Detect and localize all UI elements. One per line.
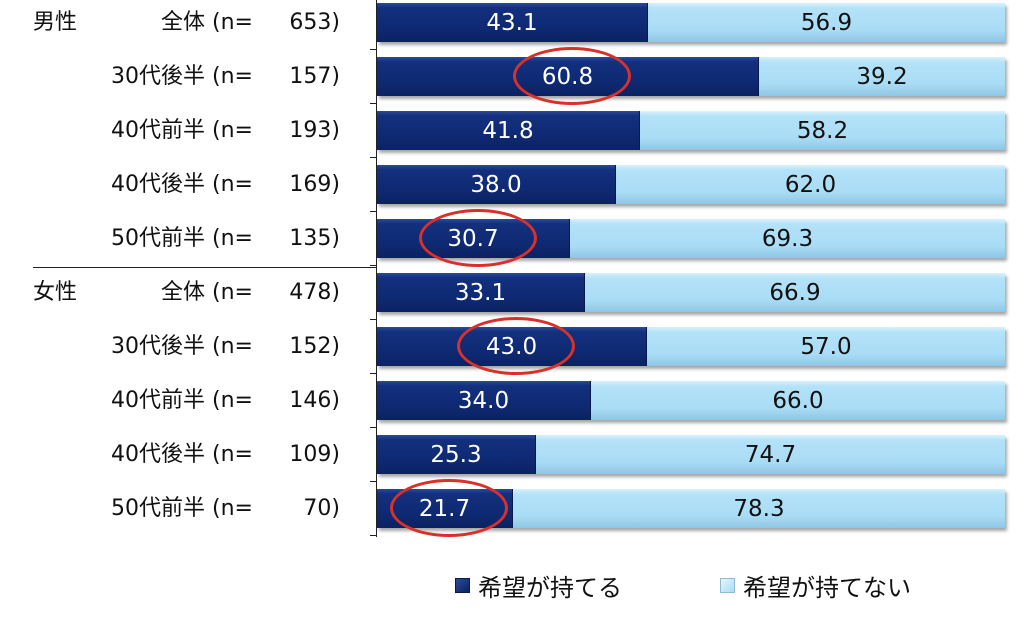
bar-segment-not-hopeful: 74.7 [536, 435, 1005, 474]
stacked-bar: 38.0 62.0 [377, 165, 1005, 204]
legend-swatch-light [720, 577, 735, 593]
legend-label: 希望が持てない [743, 573, 911, 602]
bar-segment-hopeful: 43.1 [377, 3, 648, 42]
legend-item-not-hopeful: 希望が持てない [720, 568, 911, 602]
bar-segment-not-hopeful: 78.3 [513, 489, 1005, 528]
row-n-prefix: (n= [212, 118, 253, 143]
axis-tick [370, 535, 377, 536]
legend-item-hopeful: 希望が持てる [455, 568, 622, 602]
row-sample-size: 478) [289, 280, 340, 305]
row-category-label: 30代後半 [111, 64, 205, 89]
row-category-label: 40代前半 [111, 388, 205, 413]
row-n-prefix: (n= [212, 226, 253, 251]
row-n-prefix: (n= [212, 442, 253, 467]
axis-tick [370, 481, 377, 482]
bar-segment-not-hopeful: 62.0 [616, 165, 1005, 204]
stacked-bar: 25.3 74.7 [377, 435, 1005, 474]
stacked-bar: 34.0 66.0 [377, 381, 1005, 420]
bar-segment-hopeful: 33.1 [377, 273, 585, 312]
stacked-bar: 43.1 56.9 [377, 3, 1005, 42]
axis-tick [370, 211, 377, 212]
axis-tick [370, 103, 377, 104]
legend-swatch-dark [455, 577, 470, 593]
legend-label: 希望が持てる [478, 573, 622, 602]
row-n-prefix: (n= [212, 280, 253, 305]
row-sample-size: 152) [289, 334, 340, 359]
axis-tick [370, 157, 377, 158]
bar-segment-not-hopeful: 39.2 [759, 57, 1005, 96]
stacked-bar: 60.8 39.2 [377, 57, 1005, 96]
row-category-label: 全体 [160, 10, 205, 35]
bar-segment-not-hopeful: 66.0 [591, 381, 1005, 420]
row-sample-size: 70) [303, 496, 340, 521]
row-group-label: 男性 [33, 10, 78, 35]
axis-tick [370, 265, 377, 266]
highlight-ellipse [513, 47, 631, 105]
axis-tick [370, 373, 377, 374]
row-sample-size: 146) [289, 388, 340, 413]
row-sample-size: 157) [289, 64, 340, 89]
bar-segment-not-hopeful: 58.2 [640, 111, 1005, 150]
row-category-label: 40代後半 [111, 172, 205, 197]
row-n-prefix: (n= [212, 334, 253, 359]
row-n-prefix: (n= [212, 64, 253, 89]
bar-segment-not-hopeful: 56.9 [648, 3, 1005, 42]
axis-tick [370, 427, 377, 428]
stacked-bar: 30.7 69.3 [377, 219, 1005, 258]
bar-segment-hopeful: 41.8 [377, 111, 640, 150]
row-sample-size: 193) [289, 118, 340, 143]
row-sample-size: 653) [289, 10, 340, 35]
bar-segment-not-hopeful: 66.9 [585, 273, 1005, 312]
stacked-bar: 33.1 66.9 [377, 273, 1005, 312]
axis-tick [370, 49, 377, 50]
row-category-label: 全体 [160, 280, 205, 305]
highlight-ellipse [390, 479, 508, 537]
row-n-prefix: (n= [212, 10, 253, 35]
bar-segment-hopeful: 25.3 [377, 435, 536, 474]
row-category-label: 40代前半 [111, 118, 205, 143]
axis-tick [370, 319, 377, 320]
row-category-label: 50代前半 [111, 496, 205, 521]
row-sample-size: 109) [289, 442, 340, 467]
row-n-prefix: (n= [212, 388, 253, 413]
bar-segment-not-hopeful: 57.0 [647, 327, 1005, 366]
bar-segment-not-hopeful: 69.3 [570, 219, 1005, 258]
bar-segment-hopeful: 38.0 [377, 165, 616, 204]
highlight-ellipse [457, 317, 575, 375]
stacked-bar: 41.8 58.2 [377, 111, 1005, 150]
bar-segment-hopeful: 34.0 [377, 381, 591, 420]
row-category-label: 30代後半 [111, 334, 205, 359]
group-separator-line [33, 267, 377, 268]
highlight-ellipse [419, 209, 537, 267]
row-sample-size: 135) [289, 226, 340, 251]
row-n-prefix: (n= [212, 172, 253, 197]
row-group-label: 女性 [33, 280, 78, 305]
row-n-prefix: (n= [212, 496, 253, 521]
row-category-label: 50代前半 [111, 226, 205, 251]
row-category-label: 40代後半 [111, 442, 205, 467]
category-axis-line [376, 0, 377, 537]
row-sample-size: 169) [289, 172, 340, 197]
